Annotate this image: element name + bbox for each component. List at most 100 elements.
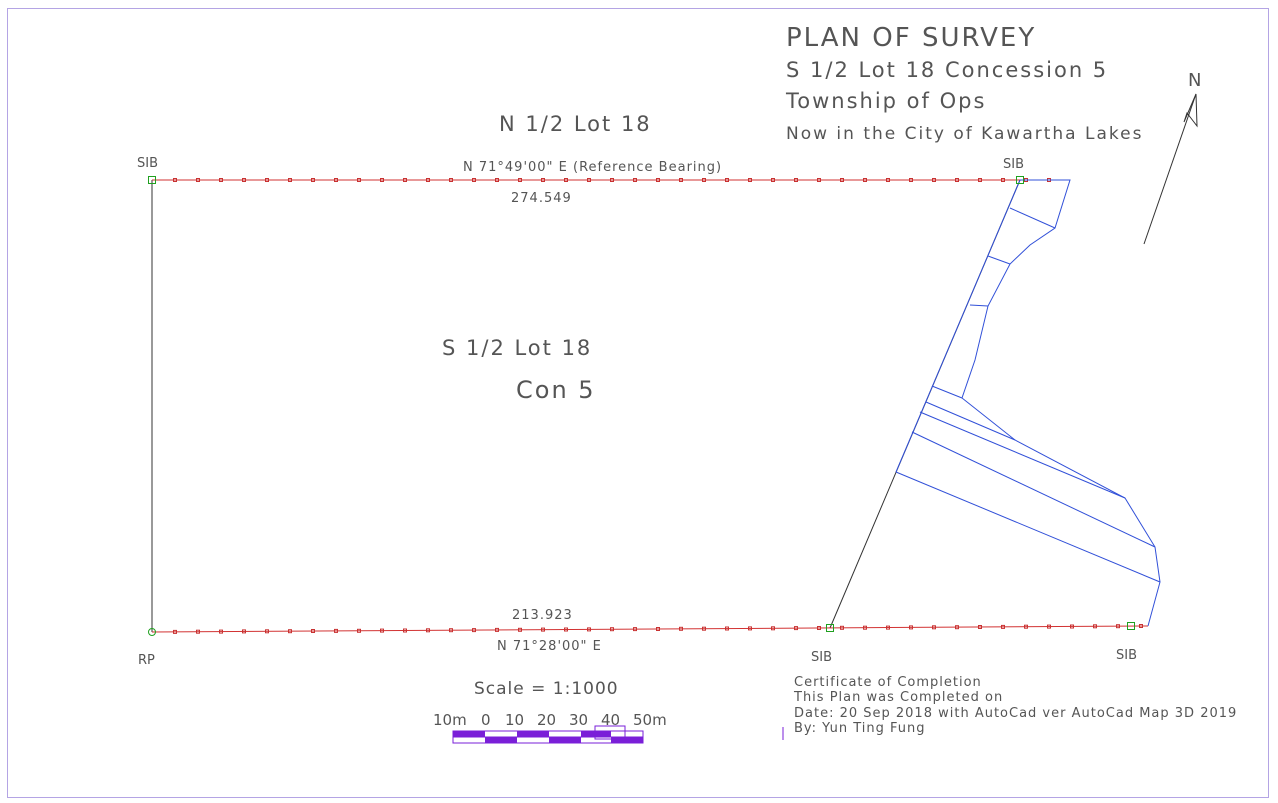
feature-linework [895, 179, 1161, 627]
south-boundary-vertex [771, 626, 775, 631]
south-boundary-vertex [1024, 624, 1028, 629]
monument-s-mid-label: SIB [811, 650, 832, 665]
north-boundary-vertex [265, 178, 269, 182]
north-boundary [152, 178, 1070, 182]
monument-ne-marker [1016, 176, 1024, 184]
monument-nw-marker [148, 176, 156, 184]
north-distance-label: 274.549 [511, 191, 572, 206]
south-boundary-vertex [886, 625, 890, 630]
south-boundary-vertex [794, 626, 798, 631]
south-half-lot-label: S 1/2 Lot 18 [442, 336, 592, 360]
plan-title: PLAN OF SURVEY [786, 23, 1036, 53]
monument-nw-label: SIB [137, 156, 158, 171]
scale-tick-label: 0 [481, 711, 491, 729]
north-boundary-vertex [495, 178, 499, 182]
north-arrow-icon: N [1143, 70, 1201, 245]
north-boundary-vertex [748, 178, 752, 182]
south-boundary-vertex [1070, 624, 1074, 629]
monument-ne-label: SIB [1003, 157, 1024, 172]
scale-label: Scale = 1:1000 [474, 679, 619, 699]
north-boundary-vertex [472, 178, 476, 182]
north-boundary-vertex [1001, 178, 1005, 182]
south-boundary-vertex [242, 629, 246, 634]
south-boundary-vertex [311, 629, 315, 633]
south-boundary-vertex [909, 625, 913, 630]
north-boundary-vertex [909, 178, 913, 182]
monument-se-label: SIB [1116, 648, 1137, 663]
south-boundary-vertex [334, 628, 338, 633]
north-boundary-vertex [219, 178, 223, 182]
monument-se-marker [1127, 622, 1135, 630]
scale-tick-label: 10 [505, 711, 524, 729]
north-boundary-vertex [541, 178, 545, 182]
south-boundary-vertex [541, 627, 545, 632]
scale-bar-labels: 10m 0 10 20 30 40 50m [433, 711, 667, 729]
north-boundary-vertex [311, 178, 315, 182]
south-boundary-vertex [679, 626, 683, 631]
south-boundary-vertex [955, 625, 959, 630]
south-boundary-vertex [564, 627, 568, 632]
south-boundary-vertex [219, 629, 223, 634]
south-boundary-vertex [1093, 624, 1097, 629]
north-boundary-vertex [817, 178, 821, 182]
south-boundary-vertex [932, 625, 936, 630]
south-boundary-vertex [288, 629, 292, 634]
south-boundary-vertex [633, 627, 637, 632]
north-boundary-vertex [725, 178, 729, 182]
certificate-line-3: By: Yun Ting Fung [794, 721, 926, 736]
monument-s-mid-marker [826, 624, 834, 632]
south-boundary-vertex [702, 626, 706, 631]
feature-line-5 [925, 401, 1016, 441]
title-block: PLAN OF SURVEY S 1/2 Lot 18 Concession 5… [785, 23, 1141, 144]
south-bearing-label: N 71°28'00" E [497, 639, 602, 654]
north-boundary-vertex [242, 178, 246, 182]
scale-bar [452, 725, 644, 744]
north-boundary-vertex [886, 178, 890, 182]
drawing-frame [7, 8, 1269, 798]
south-boundary-vertex [863, 625, 867, 630]
south-boundary-vertex [357, 628, 361, 633]
north-boundary-vertex [426, 178, 430, 182]
north-boundary-vertex [518, 178, 522, 182]
north-boundary-vertex [173, 178, 177, 182]
south-boundary-markers [173, 624, 1143, 634]
north-boundary-vertex [334, 178, 338, 182]
lot-concession-title: S 1/2 Lot 18 Concession 5 [786, 58, 1108, 82]
north-boundary-vertex [702, 178, 706, 182]
north-boundary-vertex [633, 178, 637, 182]
south-distance-label: 213.923 [512, 608, 573, 623]
north-boundary-vertex [978, 178, 982, 182]
certificate-heading: Certificate of Completion [794, 675, 982, 690]
scale-tick-label: 10m [433, 711, 467, 729]
north-boundary-markers [173, 178, 1051, 182]
north-boundary-vertex [587, 178, 591, 182]
south-boundary-vertex [472, 628, 476, 633]
feature-line-2 [987, 255, 1011, 265]
south-boundary-vertex [1116, 624, 1120, 629]
feature-line-6 [919, 411, 1126, 499]
north-label: N [1188, 70, 1201, 91]
north-boundary-vertex [403, 178, 407, 182]
north-boundary-vertex [449, 178, 453, 182]
feature-line-7 [911, 431, 1156, 548]
certificate-block: Certificate of Completion This Plan was … [782, 675, 1236, 740]
certificate-line-1: This Plan was Completed on [793, 690, 1003, 705]
south-boundary [151, 624, 1149, 634]
scale-tick-label: 30 [569, 711, 588, 729]
south-boundary-vertex [196, 629, 200, 634]
feature-line-3 [969, 304, 989, 307]
south-boundary-vertex [495, 627, 499, 632]
north-boundary-vertex [840, 178, 844, 182]
south-boundary-vertex [403, 628, 407, 633]
north-boundary-vertex [610, 178, 614, 182]
north-boundary-vertex [380, 178, 384, 182]
south-boundary-vertex [1001, 624, 1005, 629]
north-boundary-vertex [357, 178, 361, 182]
south-boundary-vertex [978, 625, 982, 629]
monument-sw-marker [148, 628, 156, 636]
north-boundary-vertex [932, 178, 936, 182]
north-boundary-vertex [564, 178, 568, 182]
scale-tick-label: 20 [537, 711, 556, 729]
feature-line-1 [1009, 207, 1056, 229]
north-boundary-vertex [955, 178, 959, 182]
